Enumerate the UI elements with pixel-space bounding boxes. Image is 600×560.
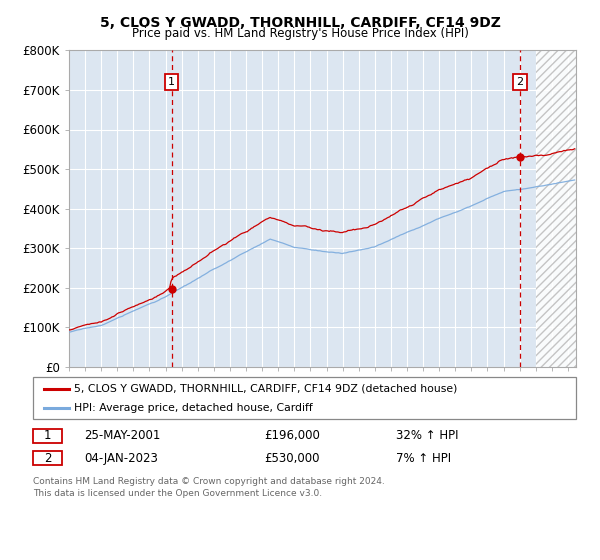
Text: Contains HM Land Registry data © Crown copyright and database right 2024.
This d: Contains HM Land Registry data © Crown c…	[33, 477, 385, 498]
Text: 2: 2	[517, 77, 524, 87]
Text: 1: 1	[44, 429, 51, 442]
Bar	[536, 50, 576, 367]
Text: £530,000: £530,000	[264, 451, 320, 465]
Text: Price paid vs. HM Land Registry's House Price Index (HPI): Price paid vs. HM Land Registry's House …	[131, 27, 469, 40]
Text: 5, CLOS Y GWADD, THORNHILL, CARDIFF, CF14 9DZ: 5, CLOS Y GWADD, THORNHILL, CARDIFF, CF1…	[100, 16, 500, 30]
Text: 32% ↑ HPI: 32% ↑ HPI	[396, 429, 458, 442]
Text: £196,000: £196,000	[264, 429, 320, 442]
Text: HPI: Average price, detached house, Cardiff: HPI: Average price, detached house, Card…	[74, 403, 313, 413]
Text: 04-JAN-2023: 04-JAN-2023	[84, 451, 158, 465]
Text: 25-MAY-2001: 25-MAY-2001	[84, 429, 160, 442]
Text: 2: 2	[44, 451, 51, 465]
Text: 7% ↑ HPI: 7% ↑ HPI	[396, 451, 451, 465]
Text: 1: 1	[168, 77, 175, 87]
Text: 5, CLOS Y GWADD, THORNHILL, CARDIFF, CF14 9DZ (detached house): 5, CLOS Y GWADD, THORNHILL, CARDIFF, CF1…	[74, 384, 457, 394]
